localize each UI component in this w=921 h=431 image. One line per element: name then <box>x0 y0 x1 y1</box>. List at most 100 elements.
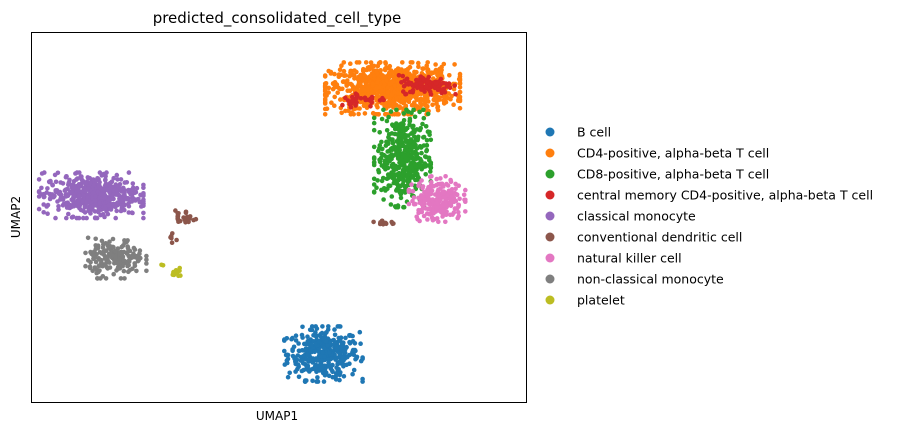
data-point <box>417 218 422 224</box>
data-point <box>115 177 120 182</box>
data-point <box>330 362 335 368</box>
data-point <box>404 76 410 82</box>
data-point <box>366 85 371 90</box>
data-point <box>411 141 417 146</box>
data-point <box>45 211 50 216</box>
data-point <box>50 194 55 199</box>
data-point <box>102 214 107 220</box>
legend-marker-4 <box>545 211 555 221</box>
data-point <box>455 215 461 221</box>
data-point <box>63 174 69 180</box>
data-point <box>92 215 98 220</box>
data-point <box>374 92 380 98</box>
data-point <box>416 60 421 66</box>
data-point <box>377 159 383 165</box>
data-point <box>287 370 293 376</box>
data-point <box>452 190 457 196</box>
data-point <box>387 136 392 142</box>
data-point <box>419 150 424 156</box>
data-point <box>342 73 347 78</box>
data-point <box>126 170 132 175</box>
data-point <box>410 60 415 65</box>
data-point <box>66 211 71 217</box>
scatter-points <box>36 60 468 384</box>
data-point <box>434 216 440 221</box>
data-point <box>132 263 138 269</box>
data-point <box>90 190 96 196</box>
data-point <box>83 250 88 256</box>
data-point <box>92 198 98 203</box>
data-point <box>451 86 457 92</box>
chart-title: predicted_consolidated_cell_type <box>153 9 402 28</box>
data-point <box>64 215 69 221</box>
data-point <box>417 164 423 170</box>
data-point <box>313 341 318 347</box>
data-point <box>354 69 359 75</box>
data-point <box>144 261 149 266</box>
data-point <box>176 219 181 224</box>
data-point <box>449 93 454 99</box>
data-point <box>425 104 430 109</box>
data-point <box>407 71 412 76</box>
data-point <box>129 187 135 193</box>
data-point <box>345 354 350 360</box>
data-point <box>90 253 96 258</box>
series-3-points <box>340 73 458 110</box>
data-point <box>425 111 431 117</box>
data-point <box>117 251 122 257</box>
data-point <box>137 248 143 253</box>
data-point <box>356 111 361 117</box>
data-point <box>406 187 412 193</box>
data-point <box>410 150 416 156</box>
data-point <box>452 83 458 88</box>
data-point <box>390 123 396 129</box>
data-point <box>141 197 146 202</box>
data-point <box>325 343 330 348</box>
data-point <box>389 147 395 152</box>
legend-label-0: B cell <box>577 125 611 140</box>
data-point <box>351 367 357 373</box>
data-point <box>290 347 295 352</box>
data-point <box>285 360 290 366</box>
data-point <box>340 102 345 108</box>
data-point <box>396 131 402 137</box>
data-point <box>380 95 385 101</box>
data-point <box>90 268 95 274</box>
data-point <box>101 187 107 193</box>
data-point <box>58 197 63 202</box>
data-point <box>457 105 463 111</box>
data-point <box>439 181 445 187</box>
data-point <box>282 337 287 342</box>
data-point <box>92 209 98 214</box>
data-point <box>392 83 398 89</box>
data-point <box>389 170 394 175</box>
data-point <box>92 265 98 270</box>
data-point <box>102 252 107 258</box>
data-point <box>418 81 424 86</box>
data-point <box>110 236 116 242</box>
data-point <box>394 107 399 113</box>
data-point <box>141 210 146 216</box>
data-point <box>371 144 377 150</box>
data-point <box>96 183 101 188</box>
data-point <box>103 256 108 262</box>
data-point <box>426 201 432 207</box>
data-point <box>410 125 415 130</box>
data-point <box>389 156 394 162</box>
data-point <box>169 240 175 245</box>
data-point <box>63 187 68 193</box>
data-point <box>107 244 113 249</box>
data-point <box>409 103 415 108</box>
data-point <box>392 131 398 137</box>
data-point <box>416 207 421 213</box>
data-point <box>418 96 424 101</box>
data-point <box>309 327 315 333</box>
data-point <box>81 193 86 198</box>
data-point <box>433 62 438 67</box>
data-point <box>115 184 121 189</box>
data-point <box>422 154 428 159</box>
data-point <box>401 111 407 116</box>
data-point <box>329 100 334 105</box>
data-point <box>86 208 91 214</box>
